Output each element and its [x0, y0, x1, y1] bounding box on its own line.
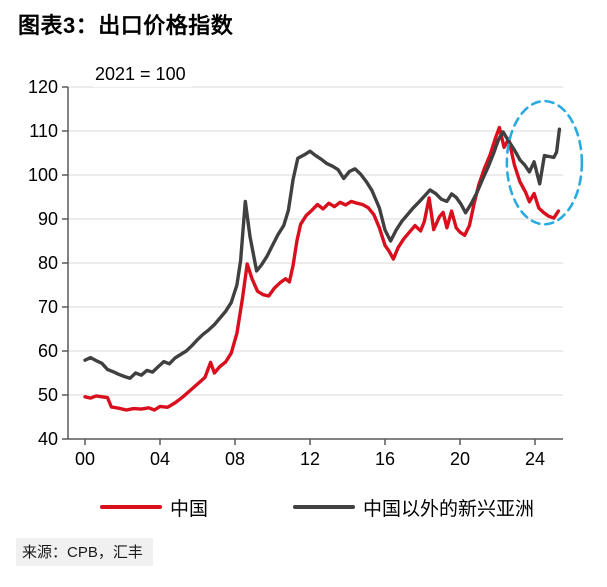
- source-note: 来源：CPB，汇丰: [16, 538, 153, 566]
- x-tick-label: 12: [300, 449, 320, 469]
- legend-label-em-asia: 中国以外的新兴亚洲: [363, 498, 535, 520]
- legend-label-china: 中国: [170, 498, 209, 520]
- series-line-china: [83, 125, 561, 412]
- y-tick-label: 50: [38, 385, 58, 405]
- y-tick-label: 40: [38, 429, 58, 449]
- x-tick-label: 08: [225, 449, 245, 469]
- legend-item-em-asia: 中国以外的新兴亚洲: [293, 492, 534, 522]
- chart-title: 图表3：出口价格指数: [18, 13, 234, 38]
- x-tick-label: 24: [525, 449, 545, 469]
- x-tick-label: 16: [375, 449, 395, 469]
- x-tick-label: 04: [150, 449, 170, 469]
- line-chart: 40 50 60 70 80 90 100 110 120 00 04 08 12 16 20 24: [28, 77, 584, 469]
- series-line-em-asia-ex-china: [83, 127, 562, 380]
- y-tick-label: 110: [29, 121, 58, 141]
- em-asia-line-swatch: [293, 505, 355, 509]
- index-base-note: 2021 = 100: [93, 64, 192, 87]
- y-tick-label: 70: [38, 297, 58, 317]
- y-tick-label: 90: [38, 209, 58, 229]
- highlight-ellipse: [505, 99, 584, 226]
- y-tick-label: 100: [28, 165, 58, 185]
- y-tick-label: 60: [38, 341, 58, 361]
- x-tick-label: 00: [75, 449, 95, 469]
- legend-item-china: 中国: [100, 492, 208, 522]
- chart-legend: 中国 中国以外的新兴亚洲: [0, 492, 607, 522]
- y-tick-label: 120: [28, 77, 58, 97]
- y-tick-label: 80: [38, 253, 58, 273]
- china-line-swatch: [100, 505, 162, 509]
- x-tick-label: 20: [450, 449, 470, 469]
